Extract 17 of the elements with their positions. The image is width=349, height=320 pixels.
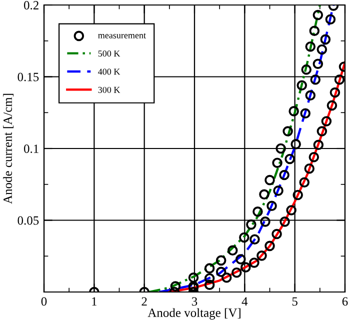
y-tick-label: 0.05 <box>18 216 39 225</box>
legend-label: 500 K <box>98 50 120 57</box>
y-tick-label: 0.15 <box>18 72 39 82</box>
x-tick-label: 3 <box>192 297 198 306</box>
y-tick-label: 0.1 <box>24 144 38 154</box>
y-axis-title: Anode current [A/cm] <box>3 94 14 204</box>
legend-label: 300 K <box>98 86 120 93</box>
y-tick-label: 0.2 <box>24 1 38 10</box>
x-tick-label: 4 <box>242 297 248 306</box>
legend-label: 400 K <box>98 68 120 75</box>
x-tick-label: 2 <box>142 297 147 306</box>
x-tick-label: 1 <box>92 297 97 306</box>
legend-label: measurement <box>98 33 146 38</box>
x-axis-title: Anode voltage [V] <box>148 308 240 320</box>
x-tick-label: 5 <box>292 297 298 306</box>
x-tick-label: 6 <box>342 297 348 306</box>
x-tick-label: 0 <box>41 297 47 306</box>
